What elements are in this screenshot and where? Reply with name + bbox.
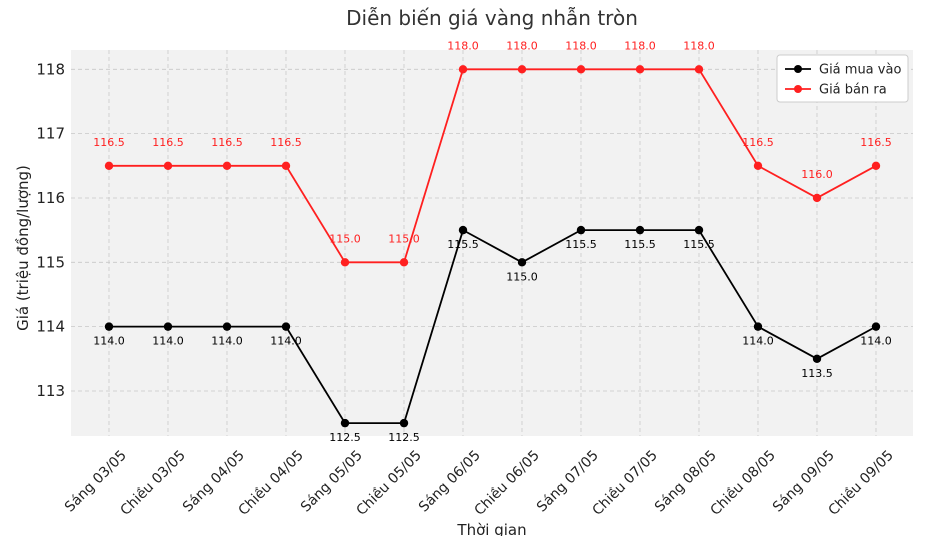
legend-marker xyxy=(794,85,802,93)
data-point xyxy=(281,322,291,331)
data-point xyxy=(635,65,645,74)
data-label: 115.5 xyxy=(683,238,715,251)
data-point xyxy=(812,354,822,363)
data-label: 115.5 xyxy=(447,238,479,251)
data-label: 118.0 xyxy=(506,39,538,52)
x-axis-label: Thời gian xyxy=(456,521,526,536)
data-label: 116.5 xyxy=(742,136,774,149)
data-point xyxy=(222,161,232,170)
data-label: 116.5 xyxy=(860,136,892,149)
data-point xyxy=(694,225,704,235)
data-label: 116.0 xyxy=(801,168,833,181)
data-label: 112.5 xyxy=(329,431,361,444)
series-line xyxy=(109,228,877,425)
series-line xyxy=(109,68,877,264)
legend: Giá mua vào Giá bán ra xyxy=(776,54,909,103)
data-point xyxy=(399,418,409,428)
data-point xyxy=(812,193,822,203)
series-sell: 116.5 116.5 116.5 116.5 115.0 115.0 118.0 118.0… xyxy=(93,39,892,267)
data-label: 116.5 xyxy=(211,136,243,149)
data-label: 115.0 xyxy=(506,270,538,283)
legend-label: Giá bán ra xyxy=(819,83,887,98)
data-point xyxy=(517,258,527,267)
y-axis-label: Giá (triệu đồng/lượng) xyxy=(14,165,32,331)
data-point xyxy=(576,225,586,235)
data-point xyxy=(871,161,881,170)
y-tick-label: 116 xyxy=(36,189,65,207)
data-point xyxy=(163,161,173,170)
data-label: 118.0 xyxy=(565,39,597,52)
legend-box xyxy=(776,54,909,103)
data-point xyxy=(635,225,645,235)
y-tick-label: 118 xyxy=(36,60,65,78)
data-label: 116.5 xyxy=(152,136,184,149)
data-point xyxy=(340,258,350,267)
chart-title: Diễn biến giá vàng nhẫn tròn xyxy=(346,6,638,30)
data-label: 113.5 xyxy=(801,367,833,380)
data-label: 118.0 xyxy=(447,39,479,52)
data-label: 114.0 xyxy=(211,335,243,348)
data-label: 115.0 xyxy=(329,232,361,245)
data-point xyxy=(753,322,763,331)
data-point xyxy=(222,322,232,331)
data-point xyxy=(104,322,114,331)
y-tick-label: 113 xyxy=(36,382,65,400)
y-tick-label: 117 xyxy=(36,125,65,143)
data-label: 114.0 xyxy=(860,335,892,348)
data-label: 115.0 xyxy=(388,232,420,245)
data-label: 118.0 xyxy=(624,39,656,52)
data-point xyxy=(163,322,173,331)
data-point xyxy=(104,161,114,170)
data-label: 115.5 xyxy=(624,238,656,251)
data-point xyxy=(399,258,409,267)
data-point xyxy=(576,65,586,74)
y-tick-label: 114 xyxy=(36,318,65,336)
data-label: 116.5 xyxy=(270,136,302,149)
data-label: 114.0 xyxy=(742,335,774,348)
data-point xyxy=(753,161,763,170)
legend-label: Giá mua vào xyxy=(819,63,901,78)
data-point xyxy=(458,65,468,74)
data-point xyxy=(871,322,881,331)
data-label: 112.5 xyxy=(388,431,420,444)
y-tick-label: 115 xyxy=(36,253,65,271)
data-label: 114.0 xyxy=(270,335,302,348)
data-point xyxy=(281,161,291,170)
data-label: 118.0 xyxy=(683,39,715,52)
data-label: 114.0 xyxy=(152,335,184,348)
data-point xyxy=(517,65,527,74)
data-point xyxy=(458,225,468,235)
data-label: 116.5 xyxy=(93,136,125,149)
data-label: 115.5 xyxy=(565,238,597,251)
data-point xyxy=(340,418,350,428)
series-buy: 114.0 114.0 114.0 114.0 112.5 112.5 115.5 115.0… xyxy=(93,225,892,444)
data-point xyxy=(694,65,704,74)
legend-marker xyxy=(794,65,802,73)
plot-background xyxy=(71,50,913,436)
data-label: 114.0 xyxy=(93,335,125,348)
